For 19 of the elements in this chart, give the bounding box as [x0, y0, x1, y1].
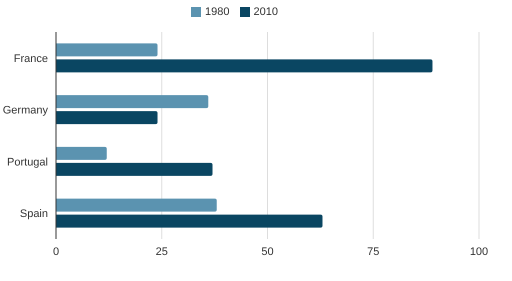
x-tick-label: 100	[470, 246, 488, 258]
bar	[56, 162, 213, 176]
legend-label: 1980	[205, 6, 230, 18]
bar	[56, 198, 217, 212]
y-tick-label: Spain	[20, 208, 48, 220]
x-tick-label: 0	[52, 246, 60, 258]
x-tick-label: 25	[156, 246, 168, 258]
bar	[56, 95, 208, 108]
bar	[56, 214, 322, 228]
y-tick-label: Portugal	[7, 156, 48, 168]
legend-label: 2010	[254, 6, 278, 18]
x-tick-label: 75	[367, 246, 380, 258]
bar	[56, 59, 432, 72]
y-tick-label: France	[14, 52, 48, 65]
bar	[56, 146, 107, 160]
x-tick-label: 50	[261, 246, 274, 258]
bar	[56, 43, 158, 56]
y-tick-label: Germany	[2, 104, 48, 117]
bar	[56, 111, 158, 124]
